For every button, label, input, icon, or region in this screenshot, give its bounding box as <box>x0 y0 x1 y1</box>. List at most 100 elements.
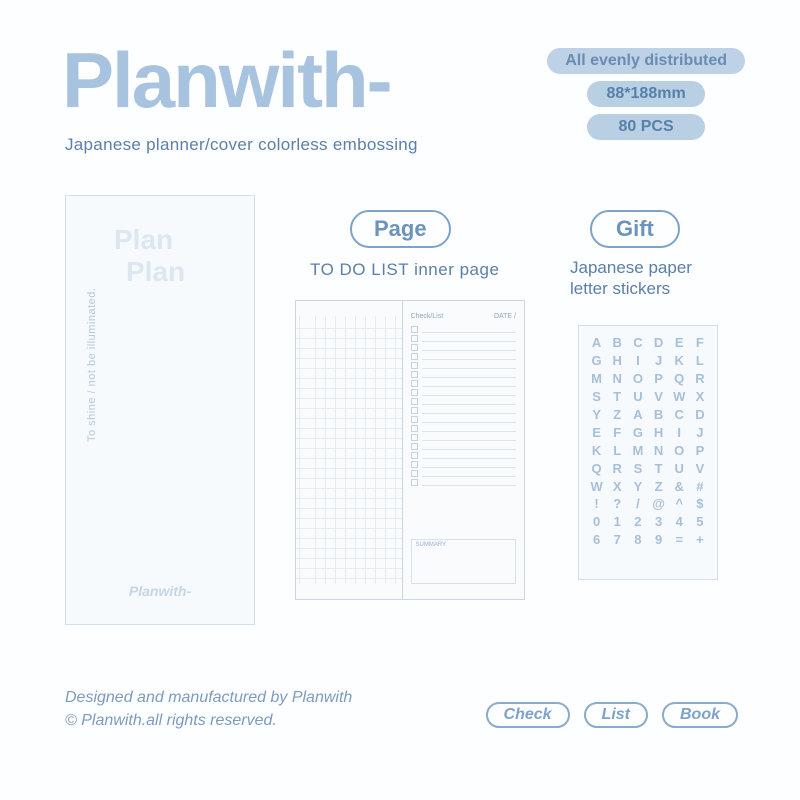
sticker-char: 6 <box>587 533 606 548</box>
sticker-char: 1 <box>608 515 627 530</box>
sticker-char: I <box>670 426 689 441</box>
sticker-char: H <box>608 354 627 369</box>
notebook-line <box>411 461 517 468</box>
sticker-char: O <box>628 372 647 387</box>
sticker-char: T <box>608 390 627 405</box>
sticker-char: / <box>628 497 647 512</box>
checkbox-icon <box>411 389 418 396</box>
gift-caption-l2: letter stickers <box>570 279 670 298</box>
sticker-char: V <box>649 390 668 405</box>
sticker-char: C <box>628 336 647 351</box>
sticker-char: ? <box>608 497 627 512</box>
notebook-line <box>411 362 517 369</box>
notebook-summary-label: SUMMARY <box>412 540 516 550</box>
sticker-char: M <box>628 444 647 459</box>
sticker-char: 2 <box>628 515 647 530</box>
sticker-char: K <box>587 444 606 459</box>
gift-badge: Gift <box>590 210 680 248</box>
checkbox-icon <box>411 443 418 450</box>
sticker-char: J <box>649 354 668 369</box>
footer-text: Designed and manufactured by Planwith © … <box>65 686 352 732</box>
notebook-line <box>411 416 517 423</box>
rule-line <box>422 485 517 486</box>
rule-line <box>422 476 517 477</box>
gift-caption: Japanese paper letter stickers <box>570 257 692 300</box>
notebook-line <box>411 335 517 342</box>
checkbox-icon <box>411 335 418 342</box>
notebook-grid-page <box>296 301 403 599</box>
cover-mockup: Plan Plan To shine / not be illuminated.… <box>65 195 255 625</box>
sticker-char: 4 <box>670 515 689 530</box>
notebook-line <box>411 452 517 459</box>
sticker-char: 3 <box>649 515 668 530</box>
rule-line <box>422 386 517 387</box>
rule-line <box>422 458 517 459</box>
notebook-line <box>411 344 517 351</box>
notebook-line <box>411 443 517 450</box>
sticker-char: G <box>587 354 606 369</box>
cover-text-1: Plan <box>114 224 173 256</box>
rule-line <box>422 341 517 342</box>
sticker-char: 9 <box>649 533 668 548</box>
checkbox-icon <box>411 407 418 414</box>
specs-block: All evenly distributed 88*188mm 80 PCS <box>547 48 745 140</box>
sticker-sheet: ABCDEFGHIJKLMNOPQRSTUVWXYZABCDEFGHIJKLMN… <box>578 325 718 580</box>
checkbox-icon <box>411 479 418 486</box>
sticker-char: F <box>608 426 627 441</box>
notebook-header-right: DATE / <box>494 313 516 320</box>
notebook-lines <box>411 326 517 486</box>
sticker-char: Y <box>587 408 606 423</box>
gift-caption-l1: Japanese paper <box>570 258 692 277</box>
sticker-char: T <box>649 462 668 477</box>
sticker-char: N <box>608 372 627 387</box>
sticker-char: X <box>608 480 627 495</box>
sticker-char: B <box>608 336 627 351</box>
notebook-summary-box: SUMMARY <box>411 539 517 584</box>
footer-pills: Check List Book <box>486 702 738 728</box>
rule-line <box>422 395 517 396</box>
checkbox-icon <box>411 398 418 405</box>
sticker-char: A <box>628 408 647 423</box>
footer-pill-book: Book <box>662 702 738 728</box>
sticker-char: G <box>628 426 647 441</box>
sticker-char: D <box>649 336 668 351</box>
checkbox-icon <box>411 425 418 432</box>
sticker-char: 8 <box>628 533 647 548</box>
rule-line <box>422 377 517 378</box>
rule-line <box>422 431 517 432</box>
spec-distribution: All evenly distributed <box>547 48 745 74</box>
sticker-char: & <box>670 480 689 495</box>
checkbox-icon <box>411 434 418 441</box>
notebook-line <box>411 479 517 486</box>
sticker-char: L <box>608 444 627 459</box>
notebook-line <box>411 326 517 333</box>
rule-line <box>422 467 517 468</box>
checkbox-icon <box>411 353 418 360</box>
sticker-char: D <box>690 408 709 423</box>
sticker-char: J <box>690 426 709 441</box>
sticker-char: B <box>649 408 668 423</box>
footer-pill-list: List <box>584 702 648 728</box>
sticker-char: O <box>670 444 689 459</box>
rule-line <box>422 359 517 360</box>
footer-line-1: Designed and manufactured by Planwith <box>65 689 352 706</box>
spec-quantity: 80 PCS <box>587 114 705 140</box>
sticker-char: K <box>670 354 689 369</box>
checkbox-icon <box>411 461 418 468</box>
sticker-char: 5 <box>690 515 709 530</box>
rule-line <box>422 422 517 423</box>
notebook-header-left: Check/List <box>411 313 444 320</box>
sticker-char: W <box>670 390 689 405</box>
sticker-char: 0 <box>587 515 606 530</box>
checkbox-icon <box>411 452 418 459</box>
sticker-char: = <box>670 533 689 548</box>
sticker-char: # <box>690 480 709 495</box>
sticker-char: $ <box>690 497 709 512</box>
footer-pill-check: Check <box>486 702 570 728</box>
sticker-char: L <box>690 354 709 369</box>
checkbox-icon <box>411 380 418 387</box>
sticker-char: F <box>690 336 709 351</box>
sticker-char: Z <box>608 408 627 423</box>
sticker-char: H <box>649 426 668 441</box>
notebook-line <box>411 425 517 432</box>
